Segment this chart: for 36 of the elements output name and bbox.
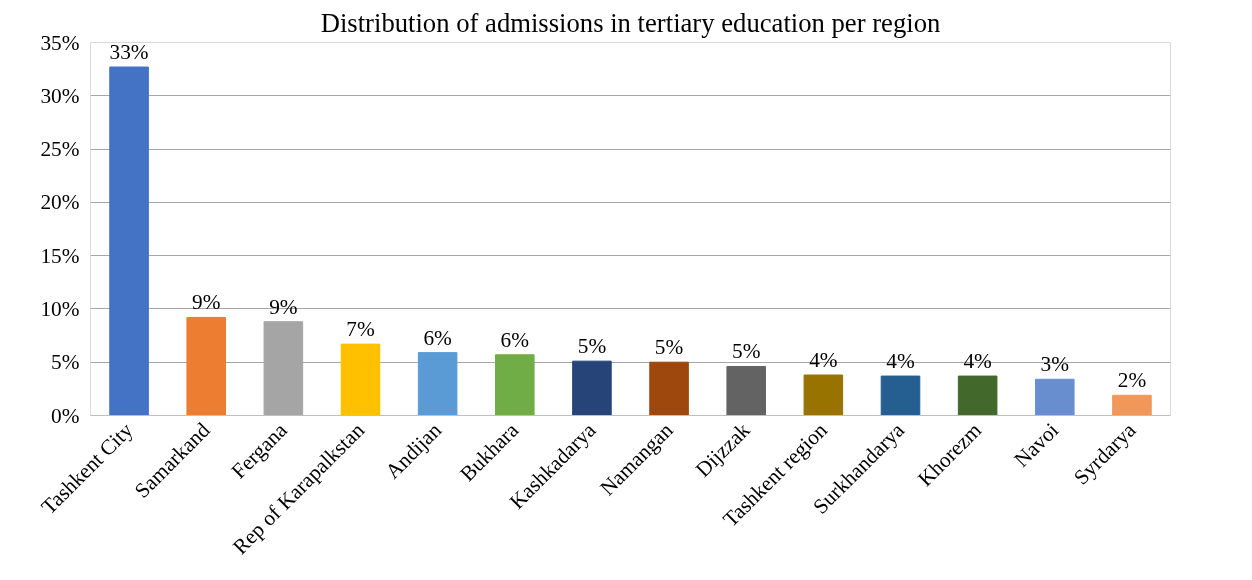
bar [340, 343, 381, 416]
bar [1035, 378, 1075, 416]
data-label: 9% [269, 294, 298, 319]
data-label: 4% [963, 349, 993, 374]
data-label: 5% [577, 334, 607, 359]
data-label: 6% [423, 325, 453, 350]
y-tick-label: 15% [40, 243, 80, 268]
data-label: 4% [886, 349, 915, 374]
bar [803, 374, 844, 416]
bar [649, 361, 689, 416]
data-label: 2% [1117, 368, 1147, 393]
data-label: 33% [109, 40, 149, 65]
y-tick-label: 5% [51, 350, 80, 375]
data-label: 9% [192, 290, 221, 315]
y-tick-label: 20% [40, 190, 80, 215]
data-label: 5% [732, 339, 761, 364]
bar [957, 375, 998, 416]
bar [880, 375, 921, 416]
bar [726, 365, 766, 416]
data-label: 7% [346, 317, 375, 342]
bar [109, 66, 149, 416]
data-label: 5% [654, 335, 684, 360]
y-tick-label: 10% [40, 296, 80, 321]
y-tick-label: 0% [51, 403, 80, 428]
bar [495, 354, 535, 416]
y-tick-label: 30% [40, 83, 80, 108]
bar [572, 360, 612, 416]
data-label: 6% [500, 327, 530, 352]
bar [1112, 394, 1152, 416]
bar [186, 316, 226, 416]
y-tick-label: 25% [40, 137, 80, 162]
data-label: 4% [809, 348, 838, 372]
data-label: 3% [1040, 352, 1070, 377]
chart-title: Distribution of admissions in tertiary education per region [320, 7, 941, 38]
bar [417, 352, 458, 416]
y-tick-label: 35% [40, 30, 80, 55]
